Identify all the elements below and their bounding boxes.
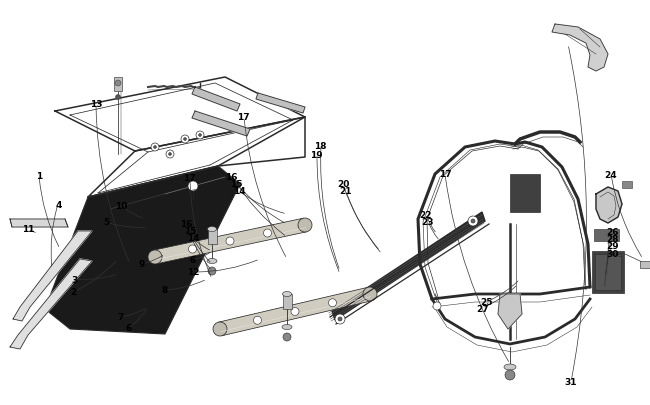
Text: 8: 8: [161, 285, 168, 294]
Bar: [640, 261, 650, 269]
Circle shape: [183, 138, 187, 141]
Text: 6: 6: [125, 324, 132, 333]
Polygon shape: [498, 294, 522, 329]
Text: 19: 19: [310, 150, 323, 159]
Circle shape: [433, 302, 441, 310]
Ellipse shape: [504, 364, 516, 370]
Polygon shape: [192, 88, 240, 112]
Circle shape: [213, 322, 227, 336]
Polygon shape: [332, 213, 485, 320]
Ellipse shape: [207, 259, 217, 264]
Text: 10: 10: [115, 201, 128, 210]
Circle shape: [291, 308, 299, 316]
Circle shape: [198, 134, 202, 137]
Text: 6: 6: [190, 256, 196, 264]
Circle shape: [168, 153, 172, 156]
Bar: [208, 230, 217, 244]
Circle shape: [363, 287, 377, 301]
Ellipse shape: [207, 227, 216, 232]
Bar: [622, 181, 632, 189]
Bar: [114, 78, 122, 92]
Polygon shape: [218, 288, 372, 336]
Ellipse shape: [282, 325, 292, 330]
Polygon shape: [153, 219, 306, 264]
Circle shape: [148, 250, 162, 264]
Circle shape: [226, 237, 234, 245]
Circle shape: [153, 146, 157, 149]
Circle shape: [335, 314, 345, 324]
Circle shape: [328, 299, 337, 307]
Polygon shape: [256, 94, 305, 114]
Ellipse shape: [283, 292, 291, 297]
Text: 22: 22: [419, 210, 432, 219]
Text: 17: 17: [439, 170, 452, 179]
Polygon shape: [596, 188, 622, 224]
Circle shape: [188, 181, 198, 192]
Text: 7: 7: [118, 312, 124, 321]
Text: 1: 1: [36, 172, 42, 181]
Bar: [595, 254, 621, 290]
Text: 29: 29: [606, 242, 619, 251]
Text: 15: 15: [229, 179, 242, 188]
Text: 24: 24: [604, 171, 617, 179]
Text: 15: 15: [183, 226, 196, 235]
Text: 16: 16: [179, 219, 192, 228]
Text: 4: 4: [55, 200, 62, 209]
Circle shape: [181, 136, 189, 144]
Polygon shape: [10, 259, 92, 349]
Circle shape: [505, 370, 515, 380]
Text: 3: 3: [72, 275, 78, 284]
Circle shape: [115, 81, 121, 87]
Bar: [510, 175, 540, 213]
Text: 23: 23: [421, 217, 434, 226]
Circle shape: [471, 220, 475, 224]
Circle shape: [338, 317, 342, 321]
Circle shape: [196, 132, 204, 140]
Text: 12: 12: [187, 268, 200, 277]
Text: 20: 20: [337, 180, 350, 189]
Text: 25: 25: [480, 297, 493, 306]
Text: 2: 2: [70, 287, 77, 296]
Bar: [283, 294, 292, 309]
Polygon shape: [10, 220, 68, 228]
Text: 14: 14: [233, 187, 246, 196]
Text: 17: 17: [183, 174, 196, 183]
Text: 30: 30: [606, 249, 619, 258]
Circle shape: [166, 151, 174, 159]
Text: 17: 17: [237, 113, 250, 122]
Text: 9: 9: [138, 260, 145, 269]
Circle shape: [208, 267, 216, 275]
Circle shape: [283, 333, 291, 341]
Text: 5: 5: [103, 217, 109, 226]
Circle shape: [151, 144, 159, 151]
Text: 11: 11: [21, 225, 34, 234]
Text: 27: 27: [476, 304, 489, 313]
Text: 14: 14: [187, 234, 200, 243]
Bar: [594, 230, 619, 241]
Text: 13: 13: [90, 100, 103, 109]
Polygon shape: [192, 112, 250, 136]
Circle shape: [116, 95, 120, 100]
Circle shape: [188, 245, 196, 254]
Text: 31: 31: [564, 377, 577, 386]
Circle shape: [468, 216, 478, 226]
Text: 18: 18: [314, 142, 327, 151]
Polygon shape: [13, 231, 92, 321]
Polygon shape: [45, 166, 240, 334]
Text: 26: 26: [606, 227, 619, 236]
Bar: [592, 252, 624, 293]
Circle shape: [298, 218, 312, 232]
Circle shape: [263, 230, 272, 237]
Circle shape: [254, 316, 261, 324]
Text: 21: 21: [339, 187, 352, 196]
Text: 28: 28: [606, 234, 619, 243]
Polygon shape: [552, 25, 608, 72]
Text: 16: 16: [225, 172, 238, 181]
